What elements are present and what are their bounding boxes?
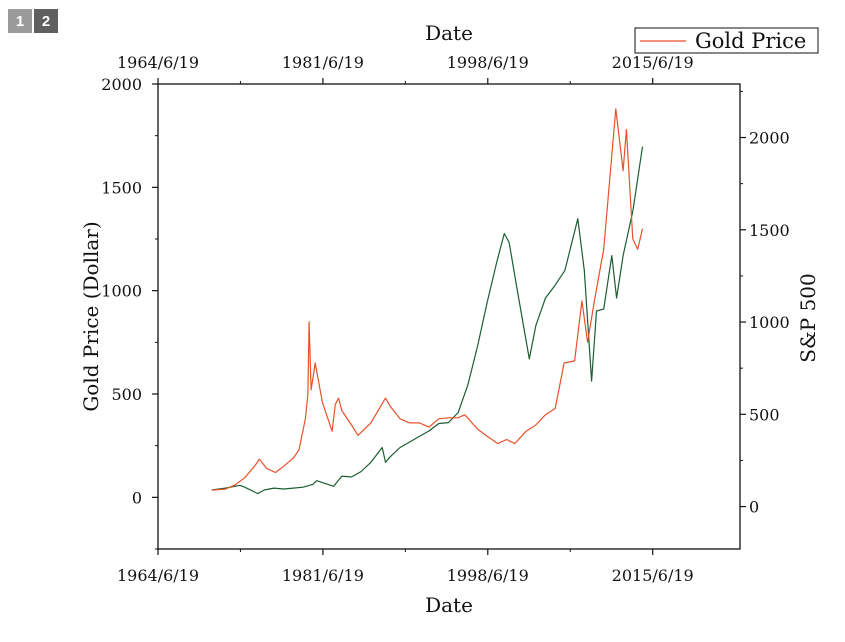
page-tab-1[interactable]: 1	[8, 9, 32, 33]
y-axis-title-right: S&P 500	[796, 273, 820, 363]
y-tick-label-left: 2000	[101, 75, 142, 94]
ticks-layer: 1964/6/19 1964/6/19 1981/6/19 1981/6/19 1998…	[101, 53, 789, 585]
page-tab-2[interactable]: 2	[34, 9, 58, 33]
x-tick-label-bottom: 1981/6/19	[282, 566, 364, 585]
x-tick-label-bottom: 1998/6/19	[447, 566, 529, 585]
y-tick-label-right: 1500	[749, 221, 790, 240]
series-line-s-p-500	[211, 146, 644, 495]
y-tick-label-right: 2000	[749, 129, 790, 148]
x-axis-title-top: Date	[425, 21, 473, 45]
x-tick-label-top: 1998/6/19	[447, 53, 529, 72]
x-tick-label-top: 2015/6/19	[612, 53, 694, 72]
x-tick-label-bottom: 2015/6/19	[612, 566, 694, 585]
y-tick-label-left: 500	[111, 385, 142, 404]
y-tick-label-left: 1500	[101, 178, 142, 197]
x-tick-label-top: 1981/6/19	[282, 53, 364, 72]
x-axis-title-bottom: Date	[425, 593, 473, 617]
legend-label-gold-price: Gold Price	[695, 29, 806, 53]
page-tabs: 1 2	[8, 9, 58, 33]
plot-frame	[157, 83, 741, 550]
series-line-gold-price	[211, 108, 644, 491]
legend: Gold Price	[634, 27, 819, 54]
x-tick-label-bottom: 1964/6/19	[117, 566, 199, 585]
y-tick-label-right: 0	[749, 498, 759, 517]
y-tick-label-left: 0	[132, 488, 142, 507]
y-tick-label-right: 500	[749, 405, 780, 424]
x-tick-label-top: 1964/6/19	[117, 53, 199, 72]
y-tick-label-left: 1000	[101, 282, 142, 301]
series-layer	[211, 108, 644, 495]
y-axis-title-left: Gold Price (Dollar)	[79, 221, 103, 411]
y-tick-label-right: 1000	[749, 313, 790, 332]
